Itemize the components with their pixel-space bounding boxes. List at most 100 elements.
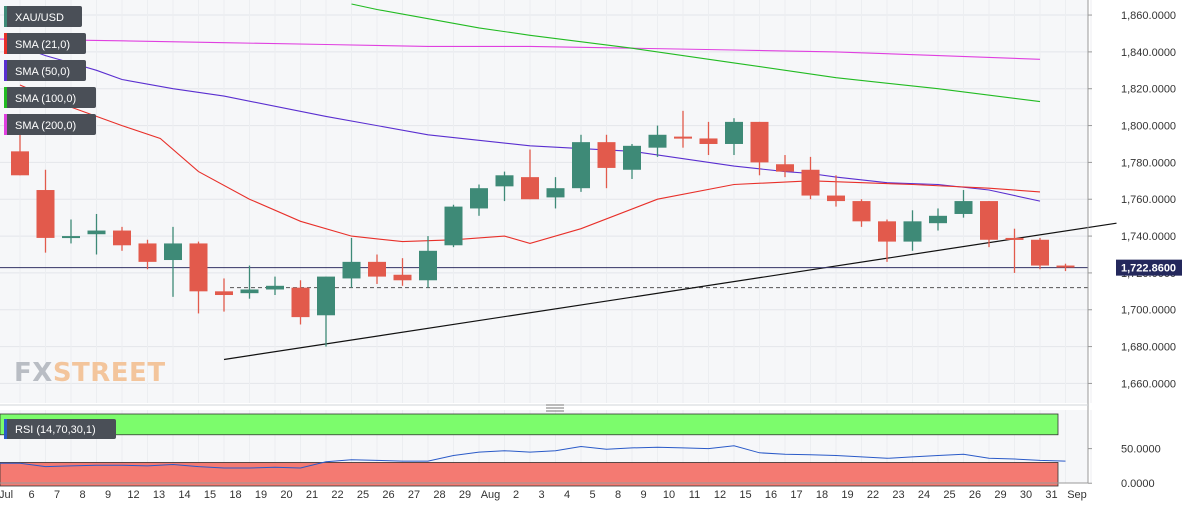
candle [954,190,973,218]
legend-label: SMA (200,0) [15,120,76,132]
price-tick-label: 1,800.0000 [1121,121,1176,133]
legend-label: XAU/USD [15,12,64,24]
time-tick-label: 9 [640,489,646,501]
candle-body [929,215,947,224]
time-tick-label: 7 [54,489,60,501]
candle [1031,237,1049,270]
time-tick-label: 4 [564,489,570,501]
time-tick-label: 25 [357,489,369,501]
price-tick-label: 1,700.0000 [1121,305,1176,317]
candle-body [750,121,769,163]
rsi-legend-swatch [4,419,7,439]
legend-bg [4,6,82,27]
candle-body [1056,265,1075,268]
legend-sma200[interactable]: SMA (200,0) [4,114,96,135]
candle-body [368,261,386,277]
candle-body [138,243,157,262]
candle [470,184,488,216]
candle-body [827,195,845,202]
price-tick-label: 1,840.0000 [1121,47,1176,59]
candle-body [342,261,361,279]
candle [62,219,80,244]
price-pane [0,0,1088,403]
legend-xau[interactable]: XAU/USD [4,6,82,27]
time-tick-label: 29 [459,489,471,501]
time-tick-label: 23 [892,489,904,501]
time-tick-label: 30 [1020,489,1032,501]
time-tick-label: 9 [105,489,111,501]
svg-text:FXSTREET: FXSTREET [14,358,166,388]
legend-sma100[interactable]: SMA (100,0) [4,87,96,108]
time-tick-label: 3 [538,489,544,501]
price-tick-label: 1,680.0000 [1121,342,1176,354]
candle [393,258,412,286]
candle [342,237,361,288]
time-tick-label: 18 [816,489,828,501]
time-tick-label: 22 [331,489,343,501]
candle-body [113,230,131,246]
watermark-fx: FX [14,358,53,388]
time-tick-label: 12 [127,489,139,501]
time-tick-label: 15 [739,489,751,501]
rsi-legend-label: RSI (14,70,30,1) [15,424,96,436]
rsi-legend[interactable]: RSI (14,70,30,1) [4,419,116,439]
candle-body [1031,239,1049,266]
candle [11,132,29,176]
candle [495,171,514,202]
candle-body [623,145,641,170]
candle-body [11,151,29,176]
candle [444,204,463,248]
candle [878,219,896,262]
legend-sma21[interactable]: SMA (21,0) [4,33,86,54]
sma100-line [351,3,1041,103]
candle [87,213,106,255]
legend-label: SMA (50,0) [15,66,70,78]
time-tick-label: 27 [408,489,420,501]
price-tick-label: 1,780.0000 [1121,157,1176,169]
rsi-overbought-band [0,413,1059,436]
candle [1056,263,1075,272]
last-price-tag: 1,722.8600 [1116,259,1182,276]
legend-sma50[interactable]: SMA (50,0) [4,60,86,81]
legend-label: SMA (21,0) [15,39,70,51]
price-tick-label: 1,760.0000 [1121,194,1176,206]
candle [189,241,208,314]
candle-body [546,188,565,198]
time-tick-label: 29 [994,489,1006,501]
legend-bg [4,87,96,108]
candle-body [725,121,743,144]
time-tick-label: 31 [1045,489,1057,501]
legend-swatch [4,33,7,54]
time-tick-label: 21 [306,489,318,501]
candle-body [87,230,106,235]
last-price-tag-bg [1116,259,1182,276]
pane-resize-handle[interactable] [0,404,1088,412]
price-tick-label: 1,860.0000 [1121,10,1176,22]
time-tick-label: 20 [280,489,292,501]
time-tick-label: 28 [433,489,445,501]
candle-body [266,285,284,290]
time-tick-label: 11 [689,489,700,501]
candle-body [1005,237,1024,240]
time-tick-label: 6 [28,489,34,501]
watermark-street: STREET [53,358,166,388]
candle-body [521,177,539,200]
candle [648,125,667,157]
time-tick-label: 26 [382,489,394,501]
time-tick-label: 5 [589,489,595,501]
candle-body [240,289,259,294]
candle [138,239,157,270]
time-tick-label: 25 [943,489,955,501]
time-tick-label: 8 [79,489,85,501]
candle [725,118,743,156]
candle-body [470,188,488,209]
time-tick-label: 14 [178,489,190,501]
candle-body [393,274,412,281]
time-tick-label: 15 [204,489,216,501]
time-tick-label: 26 [969,489,981,501]
watermark: FXSTREET [14,358,166,388]
time-tick-label: 19 [255,489,267,501]
candle [750,121,769,176]
candle [852,199,871,227]
